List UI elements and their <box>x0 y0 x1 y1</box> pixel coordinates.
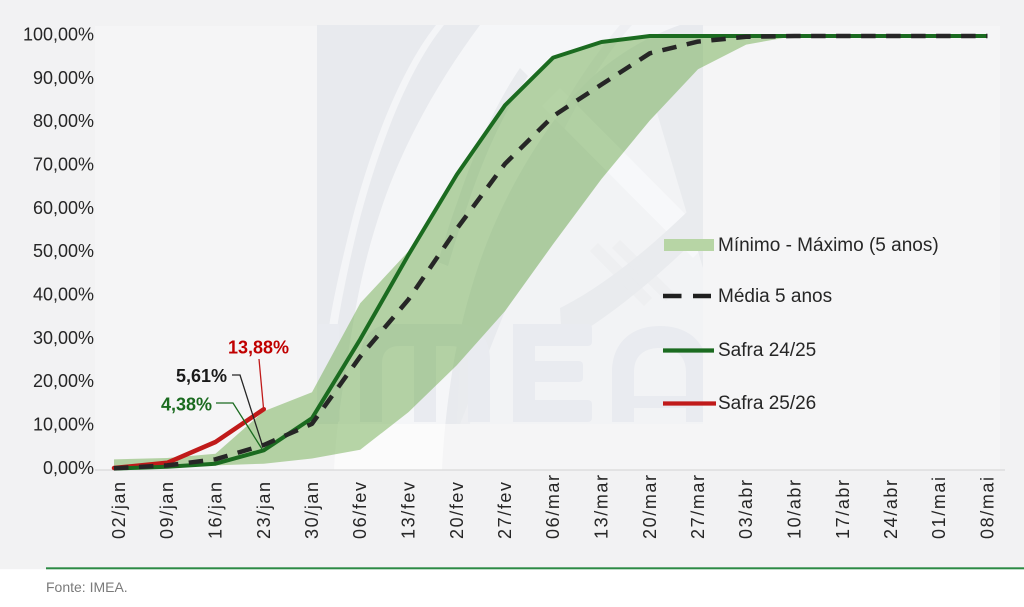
svg-text:30/jan: 30/jan <box>302 480 322 539</box>
svg-text:5,61%: 5,61% <box>176 366 227 386</box>
svg-text:17/abr: 17/abr <box>833 478 853 539</box>
svg-text:Mínimo - Máximo (5 anos): Mínimo - Máximo (5 anos) <box>718 235 939 256</box>
svg-text:23/jan: 23/jan <box>254 480 274 539</box>
svg-text:20/mar: 20/mar <box>640 473 660 539</box>
svg-text:20,00%: 20,00% <box>33 371 94 391</box>
svg-text:13/fev: 13/fev <box>399 480 419 539</box>
svg-text:50,00%: 50,00% <box>33 241 94 261</box>
svg-text:24/abr: 24/abr <box>881 478 901 539</box>
svg-text:0,00%: 0,00% <box>43 458 94 478</box>
svg-text:06/mar: 06/mar <box>543 473 563 539</box>
svg-text:10/abr: 10/abr <box>785 478 805 539</box>
svg-text:01/mai: 01/mai <box>929 475 949 539</box>
svg-text:13,88%: 13,88% <box>228 338 289 358</box>
svg-text:09/jan: 09/jan <box>157 480 177 539</box>
svg-text:40,00%: 40,00% <box>33 285 94 305</box>
svg-text:10,00%: 10,00% <box>33 415 94 435</box>
svg-text:80,00%: 80,00% <box>33 111 94 131</box>
svg-text:27/fev: 27/fev <box>495 480 515 539</box>
svg-text:13/mar: 13/mar <box>592 473 612 539</box>
svg-text:08/mai: 08/mai <box>978 475 998 539</box>
svg-text:30,00%: 30,00% <box>33 328 94 348</box>
svg-text:Fonte: IMEA.: Fonte: IMEA. <box>46 579 128 595</box>
svg-text:20/fev: 20/fev <box>447 480 467 539</box>
svg-text:16/jan: 16/jan <box>206 480 226 539</box>
svg-text:60,00%: 60,00% <box>33 198 94 218</box>
svg-text:03/abr: 03/abr <box>736 478 756 539</box>
svg-text:Média 5 anos: Média 5 anos <box>718 286 832 307</box>
svg-text:100,00%: 100,00% <box>23 25 94 45</box>
svg-text:Safra 24/25: Safra 24/25 <box>718 340 816 361</box>
svg-text:70,00%: 70,00% <box>33 155 94 175</box>
svg-text:90,00%: 90,00% <box>33 68 94 88</box>
svg-text:06/fev: 06/fev <box>350 480 370 539</box>
svg-text:4,38%: 4,38% <box>161 395 212 415</box>
svg-text:Safra 25/26: Safra 25/26 <box>718 393 816 414</box>
svg-text:02/jan: 02/jan <box>109 480 129 539</box>
svg-text:27/mar: 27/mar <box>688 473 708 539</box>
